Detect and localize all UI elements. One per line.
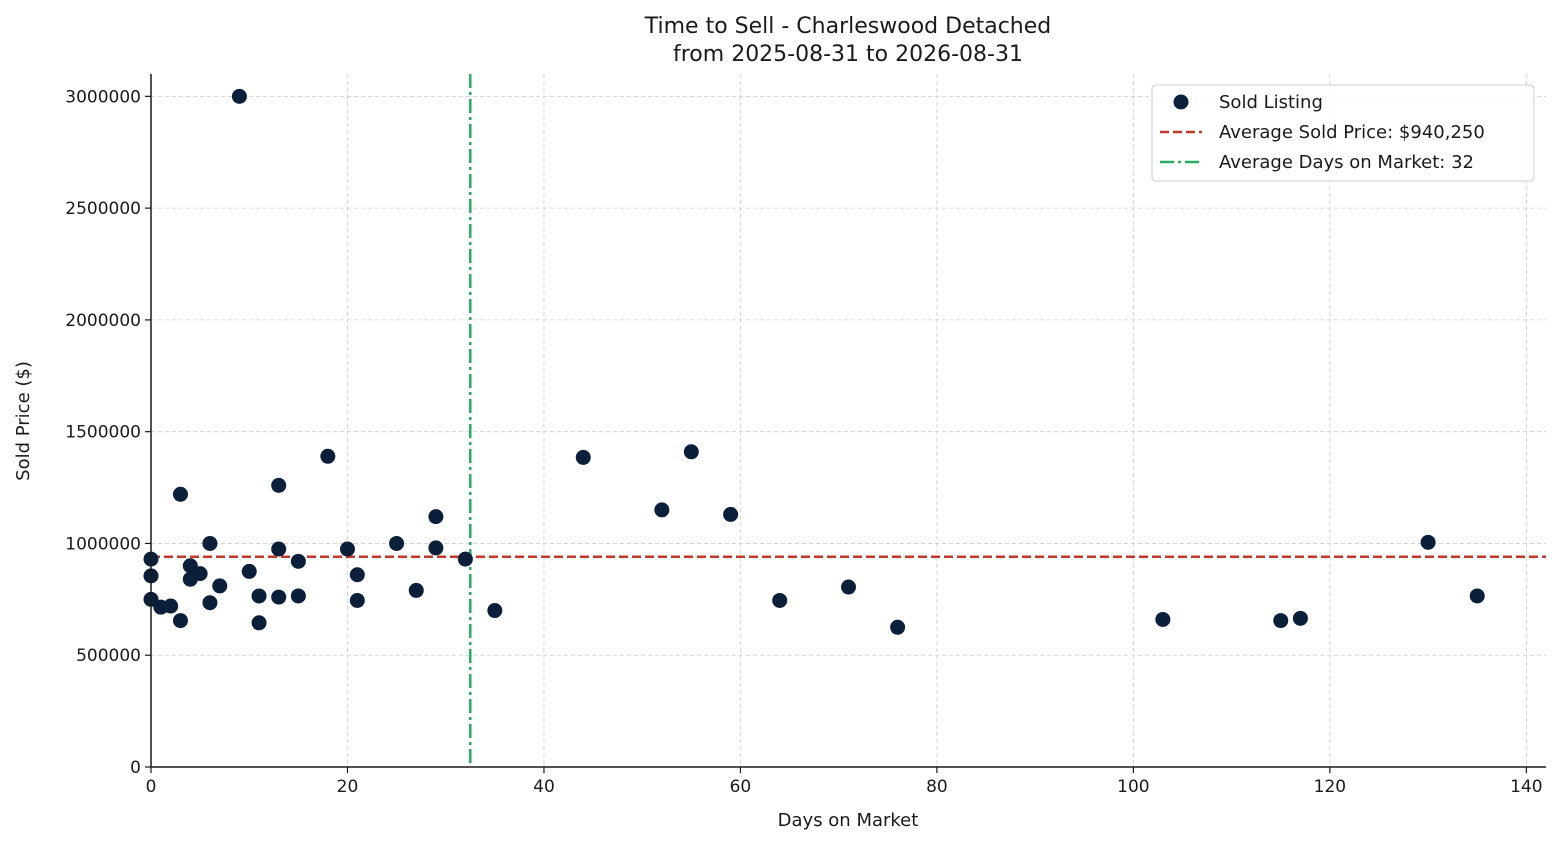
- x-tick-label: 20: [337, 777, 359, 797]
- data-point: [163, 598, 179, 614]
- reference-lines: [151, 74, 1546, 767]
- data-point: [890, 619, 906, 635]
- x-axis-ticks: 0 20 40 60 80 100 120 140: [146, 767, 1543, 797]
- data-point: [1469, 588, 1485, 604]
- data-point: [349, 592, 365, 608]
- x-tick-label: 60: [730, 777, 752, 797]
- data-point: [172, 486, 188, 502]
- data-point: [251, 588, 267, 604]
- data-point: [231, 88, 247, 104]
- data-point: [487, 603, 503, 619]
- data-point: [202, 595, 218, 611]
- data-point: [428, 540, 444, 556]
- data-point: [772, 592, 788, 608]
- x-tick-label: 140: [1510, 777, 1542, 797]
- data-point: [428, 509, 444, 525]
- data-point: [841, 579, 856, 595]
- data-point: [271, 541, 287, 557]
- data-point: [251, 615, 267, 631]
- data-point: [192, 566, 208, 582]
- x-tick-label: 80: [926, 777, 948, 797]
- data-point: [723, 506, 739, 522]
- y-tick-label: 1500000: [65, 423, 141, 443]
- data-point: [408, 582, 424, 598]
- data-point: [389, 535, 405, 551]
- chart-title: Time to Sell - Charleswood Detached from…: [644, 14, 1052, 67]
- legend-label-average-days: Average Days on Market: 32: [1219, 152, 1474, 173]
- legend: Sold Listing Average Sold Price: $940,250…: [1151, 84, 1535, 182]
- data-point: [290, 553, 306, 569]
- x-tick-label: 120: [1314, 777, 1346, 797]
- x-tick-label: 40: [533, 777, 555, 797]
- chart-title-line-1: Time to Sell - Charleswood Detached: [644, 14, 1052, 39]
- data-point: [575, 449, 591, 465]
- data-point: [202, 535, 218, 551]
- y-tick-label: 500000: [76, 646, 141, 666]
- legend-label-sold-listing: Sold Listing: [1219, 92, 1323, 113]
- data-point: [1155, 611, 1171, 627]
- data-point: [654, 502, 670, 518]
- data-point: [349, 567, 365, 583]
- data-point: [290, 588, 306, 604]
- legend-box: [1151, 84, 1535, 182]
- data-point: [212, 578, 228, 594]
- chart-title-line-2: from 2025-08-31 to 2026-08-31: [673, 42, 1023, 67]
- legend-marker-sold-listing: [1173, 94, 1189, 110]
- y-axis-label: Sold Price ($): [13, 361, 34, 481]
- axes: [150, 74, 1546, 768]
- data-point: [1420, 534, 1436, 550]
- legend-label-average-price: Average Sold Price: $940,250: [1219, 122, 1485, 143]
- data-point: [339, 541, 355, 557]
- data-point: [683, 444, 699, 460]
- x-axis-label: Days on Market: [778, 810, 919, 831]
- data-point: [457, 551, 473, 567]
- y-tick-label: 0: [130, 758, 141, 778]
- data-point: [1273, 613, 1289, 629]
- data-point: [1292, 610, 1308, 626]
- x-tick-label: 100: [1117, 777, 1149, 797]
- data-point: [271, 589, 287, 605]
- x-tick-label: 0: [146, 777, 157, 797]
- y-axis-ticks: 0 500000 1000000 1500000 2000000 2500000 30000…: [65, 87, 151, 778]
- data-point: [271, 477, 287, 493]
- data-point: [172, 613, 188, 629]
- y-tick-label: 2500000: [65, 199, 141, 219]
- y-tick-label: 1000000: [65, 534, 141, 554]
- y-tick-label: 2000000: [65, 311, 141, 331]
- y-tick-label: 3000000: [65, 87, 141, 107]
- data-point: [241, 563, 257, 579]
- data-point: [320, 448, 336, 464]
